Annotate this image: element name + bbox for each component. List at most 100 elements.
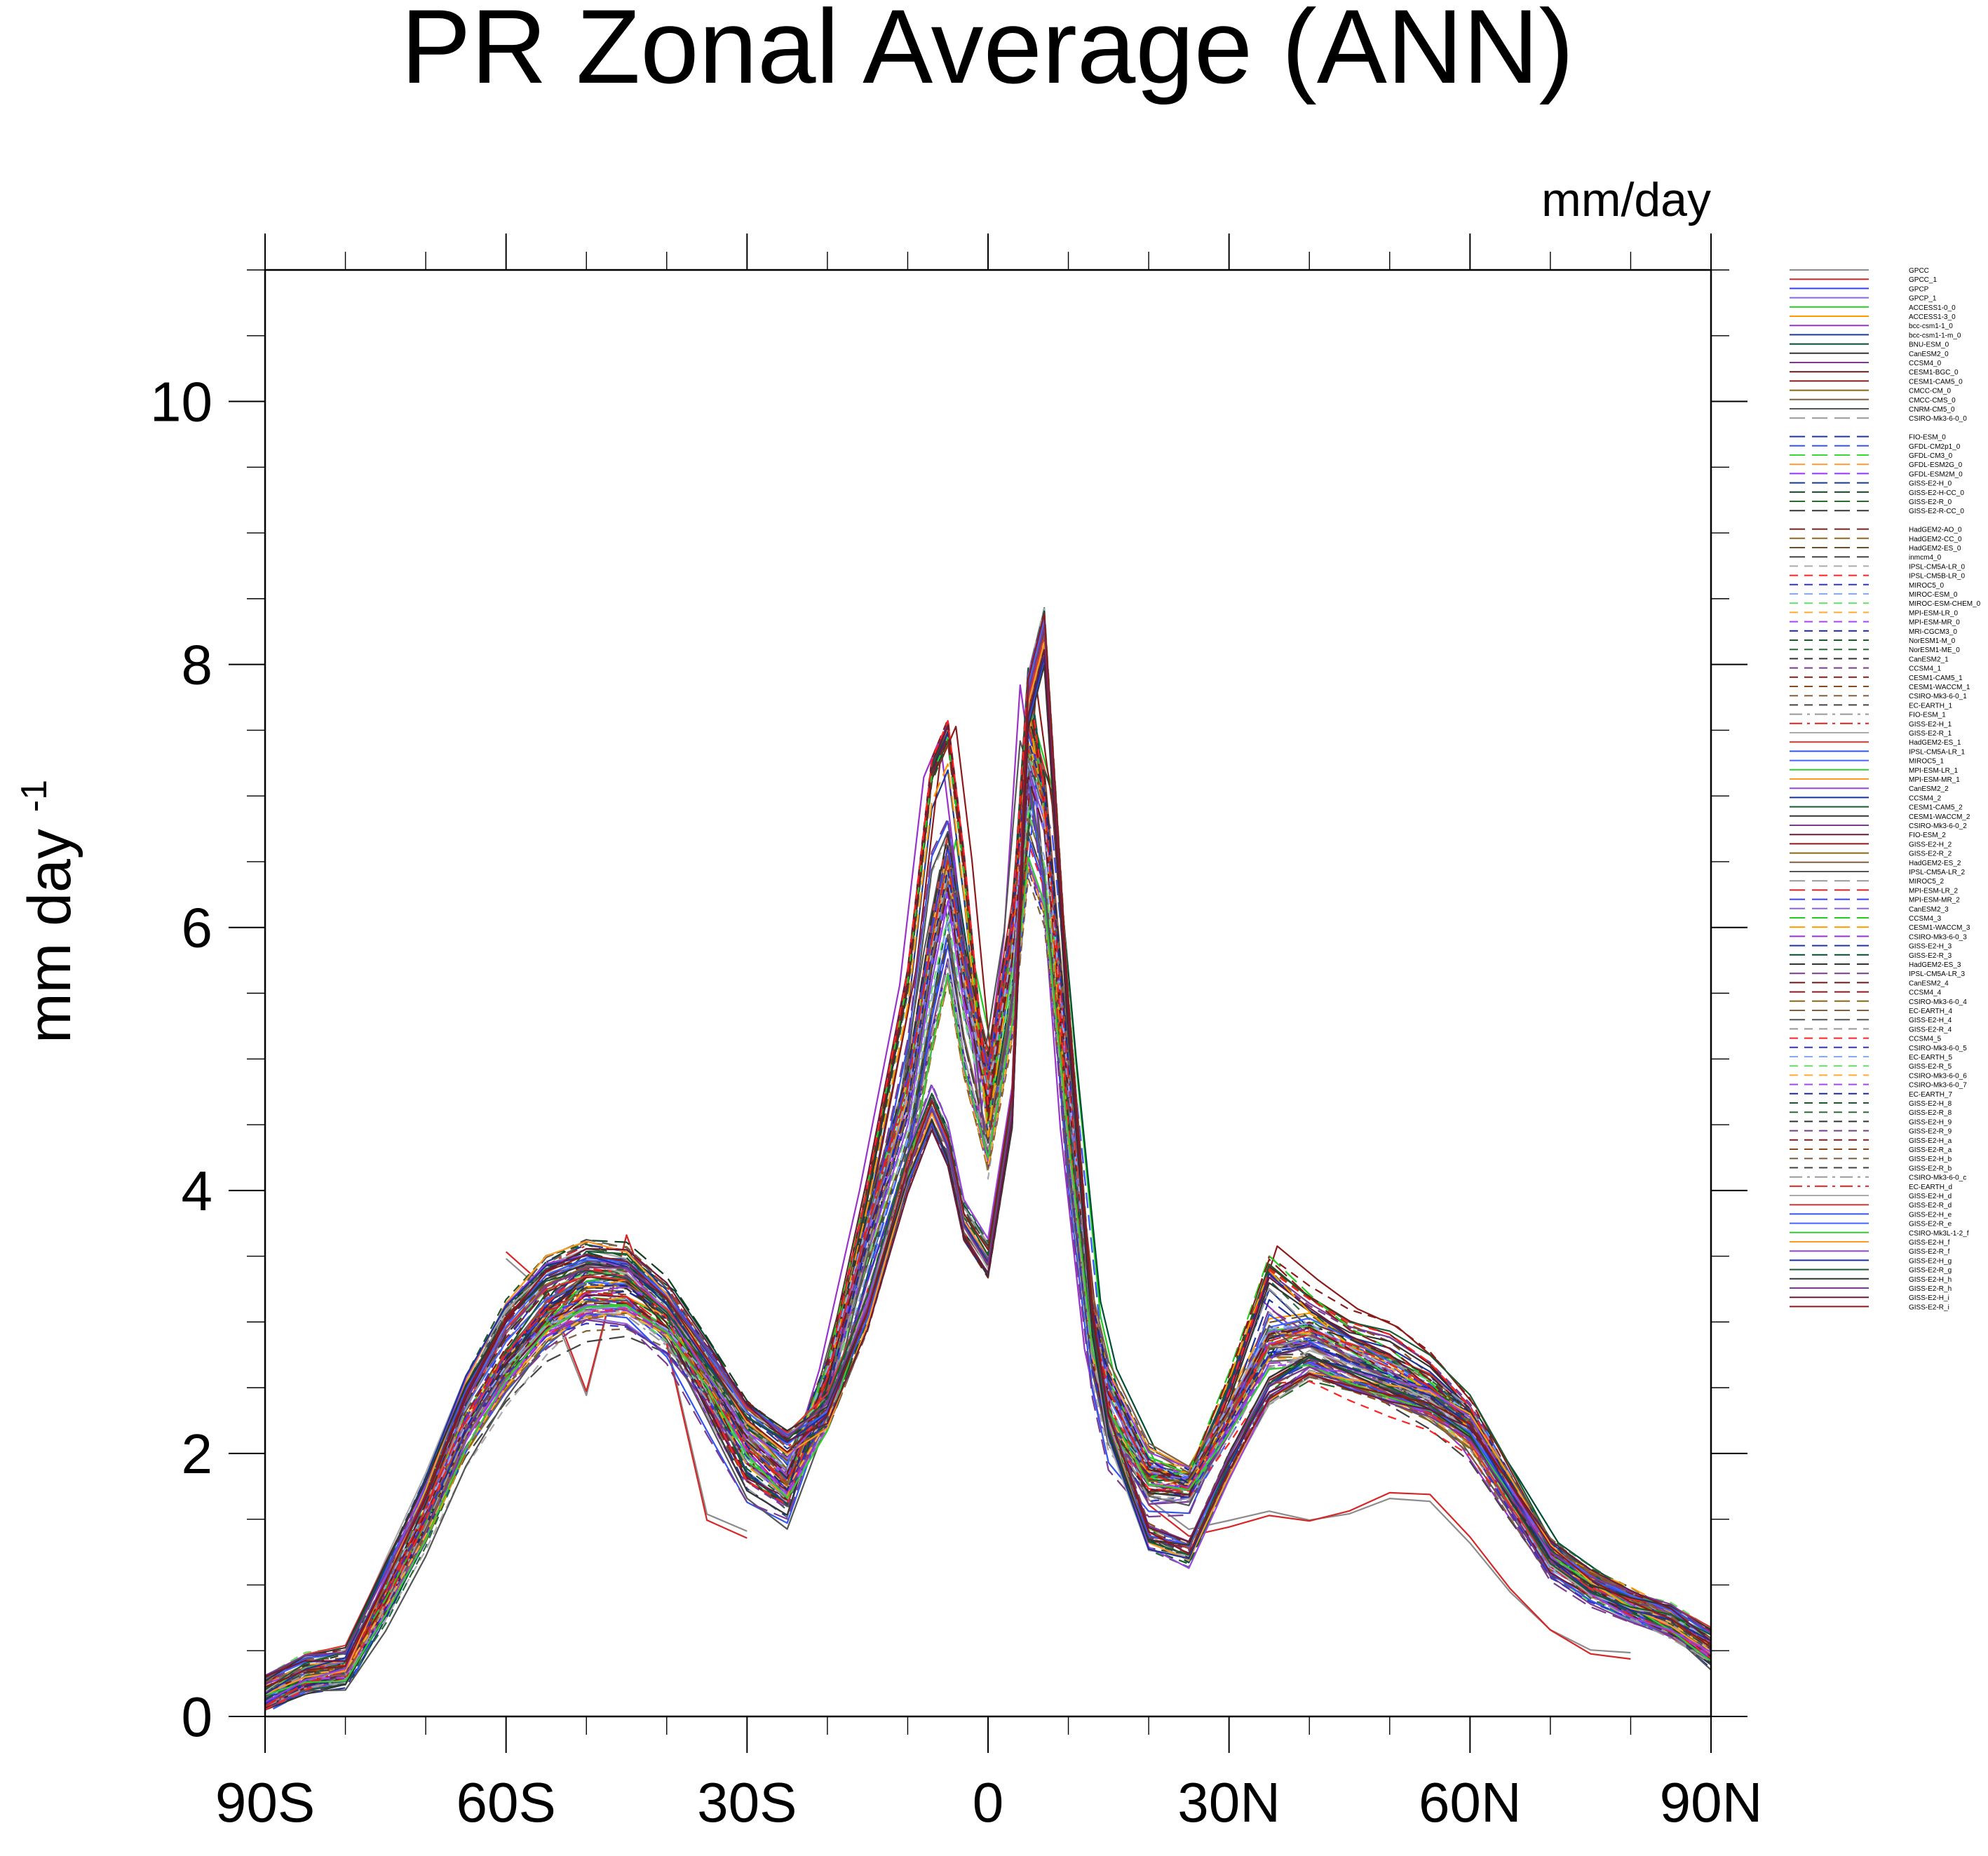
legend-label: GISS-E2-H_0 bbox=[1909, 480, 1952, 488]
legend-label: CCSM4_0 bbox=[1909, 360, 1942, 367]
chart-title: PR Zonal Average (ANN) bbox=[401, 0, 1574, 105]
legend-label: GISS-E2-H_a bbox=[1909, 1137, 1952, 1145]
legend-label: IPSL-CM5A-LR_3 bbox=[1909, 970, 1965, 978]
series-line-MPI-ESM-MR_0 bbox=[265, 740, 1711, 1696]
series-line-GISS-E2-R_f bbox=[265, 613, 1711, 1703]
legend-label: CESM1-WACCM_3 bbox=[1909, 924, 1970, 932]
legend-label: GFDL-CM2p1_0 bbox=[1909, 443, 1961, 451]
legend-label: GISS-E2-R_h bbox=[1909, 1285, 1952, 1293]
legend-label: CESM1-BGC_0 bbox=[1909, 369, 1959, 377]
series-line-CESM1-WACCM_1 bbox=[265, 703, 1711, 1708]
legend-label: IPSL-CM5A-LR_1 bbox=[1909, 748, 1965, 756]
legend-label: bcc-csm1-1_0 bbox=[1909, 323, 1953, 330]
series-line-GISS-E2-R_b bbox=[265, 612, 1711, 1693]
legend-label: MPI-ESM-LR_0 bbox=[1909, 609, 1958, 617]
series-line-FIO-ESM_2 bbox=[265, 686, 1711, 1705]
x-tick-label: 60S bbox=[456, 1771, 555, 1834]
legend-label: inmcm4_0 bbox=[1909, 554, 1942, 562]
series-line-CanESM2_2 bbox=[265, 770, 1711, 1685]
series-line-CESM1-CAM5_2 bbox=[265, 667, 1711, 1706]
legend-label: GISS-E2-R_b bbox=[1909, 1165, 1952, 1172]
legend-label: GISS-E2-H_h bbox=[1909, 1276, 1952, 1284]
legend-label: GPCP bbox=[1909, 285, 1929, 293]
legend-label: GISS-E2-H_g bbox=[1909, 1257, 1952, 1265]
y-axis-label-exponent: -1 bbox=[14, 780, 55, 812]
legend-label: CESM1-CAM5_2 bbox=[1909, 804, 1963, 812]
series-line-EC-EARTH_7 bbox=[265, 739, 1711, 1701]
legend-label: CESM1-CAM5_0 bbox=[1909, 378, 1963, 386]
legend-label: CSIRO-Mk3-6-0_2 bbox=[1909, 822, 1967, 830]
x-tick-label: 30N bbox=[1177, 1771, 1280, 1834]
series-line-MRI-CGCM3_0 bbox=[265, 722, 1711, 1688]
legend-label: GISS-E2-R_g bbox=[1909, 1267, 1952, 1275]
legend-label: CSIRO-Mk3-6-0_0 bbox=[1909, 415, 1967, 423]
legend-label: GISS-E2-R_i bbox=[1909, 1303, 1949, 1311]
legend-label: GISS-E2-R_1 bbox=[1909, 730, 1952, 738]
series-line-CSIRO-Mk3-6-0_2 bbox=[265, 863, 1711, 1709]
legend-label: FIO-ESM_1 bbox=[1909, 712, 1946, 719]
legend-label: MPI-ESM-MR_2 bbox=[1909, 897, 1960, 905]
series-line-EC-EARTH_5 bbox=[265, 761, 1711, 1695]
legend-label: GISS-E2-R_9 bbox=[1909, 1128, 1952, 1136]
legend-label: CSIRO-Mk3-6-0_3 bbox=[1909, 933, 1967, 941]
series-line-CSIRO-Mk3-6-0_5 bbox=[265, 868, 1711, 1705]
legend-label: MRI-CGCM3_0 bbox=[1909, 628, 1957, 636]
legend-label: HadGEM2-ES_3 bbox=[1909, 961, 1961, 969]
legend-label: GISS-E2-H_8 bbox=[1909, 1100, 1952, 1108]
legend-label: IPSL-CM5B-LR_0 bbox=[1909, 573, 1965, 581]
legend-label: MIROC-ESM_0 bbox=[1909, 591, 1958, 599]
series-line-CESM1-CAM5_1 bbox=[265, 673, 1711, 1711]
legend-label: EC-EARTH_1 bbox=[1909, 702, 1952, 710]
series-line-CCSM4_1 bbox=[265, 668, 1711, 1709]
legend-label: GISS-E2-H_4 bbox=[1909, 1017, 1952, 1024]
x-tick-label: 30S bbox=[697, 1771, 797, 1834]
series-line-GISS-E2-R_g bbox=[265, 628, 1711, 1691]
series-line-GISS-E2-R_h bbox=[265, 625, 1711, 1677]
series-line-CESM1-WACCM_2 bbox=[265, 689, 1711, 1711]
y-tick-label: 8 bbox=[182, 634, 213, 696]
legend-label: GFDL-CM3_0 bbox=[1909, 452, 1953, 460]
x-tick-label: 0 bbox=[973, 1771, 1004, 1834]
series-line-GISS-E2-H_2 bbox=[265, 661, 1711, 1684]
series-line-ACCESS1-3_0 bbox=[265, 757, 1711, 1694]
legend-label: EC-EARTH_5 bbox=[1909, 1054, 1952, 1062]
legend-label: ACCESS1-3_0 bbox=[1909, 313, 1956, 321]
legend-label: CanESM2_0 bbox=[1909, 351, 1949, 358]
series-line-NorESM1-M_0 bbox=[265, 681, 1711, 1689]
legend-label: GFDL-ESM2M_0 bbox=[1909, 470, 1963, 478]
legend-label: IPSL-CM5A-LR_0 bbox=[1909, 563, 1965, 571]
series-line-CCSM4_3 bbox=[265, 689, 1711, 1693]
legend-label: CanESM2_3 bbox=[1909, 906, 1949, 914]
legend-label: bcc-csm1-1-m_0 bbox=[1909, 332, 1961, 339]
legend-label: CanESM2_4 bbox=[1909, 980, 1949, 987]
legend-label: HadGEM2-ES_2 bbox=[1909, 860, 1961, 867]
legend-label: GISS-E2-R_8 bbox=[1909, 1109, 1952, 1117]
series-line-HadGEM2-ES_1 bbox=[265, 710, 1711, 1710]
series-line-EC-EARTH_4 bbox=[265, 745, 1711, 1690]
legend-label: GISS-E2-R_2 bbox=[1909, 851, 1952, 858]
legend-label: HadGEM2-AO_0 bbox=[1909, 527, 1962, 534]
y-tick-label: 0 bbox=[182, 1686, 213, 1748]
series-line-CSIRO-Mk3-6-0_1 bbox=[265, 877, 1711, 1695]
legend-label: GISS-E2-R_5 bbox=[1909, 1063, 1952, 1071]
legend-label: ACCESS1-0_0 bbox=[1909, 304, 1956, 312]
legend-label: CanESM2_1 bbox=[1909, 656, 1949, 663]
svg-text:mm day -1: mm day -1 bbox=[14, 780, 83, 1043]
series-layer bbox=[265, 607, 1711, 1711]
legend-label: CCSM4_4 bbox=[1909, 989, 1942, 997]
y-tick-label: 6 bbox=[182, 897, 213, 959]
y-axis-label-base: mm day bbox=[16, 829, 83, 1043]
legend-label: CSIRO-Mk3-6-0_7 bbox=[1909, 1082, 1967, 1090]
legend-label: GISS-E2-H_2 bbox=[1909, 841, 1952, 848]
series-line-CCSM4_4 bbox=[265, 686, 1711, 1694]
series-line-CCSM4_0 bbox=[265, 670, 1711, 1709]
legend-label: CCSM4_2 bbox=[1909, 794, 1942, 802]
x-tick-label: 60N bbox=[1419, 1771, 1522, 1834]
legend-label: GISS-E2-R_d bbox=[1909, 1202, 1952, 1210]
legend-label: GISS-E2-H_i bbox=[1909, 1294, 1949, 1302]
legend-label: BNU-ESM_0 bbox=[1909, 341, 1949, 349]
legend-label: EC-EARTH_d bbox=[1909, 1184, 1952, 1191]
legend-label: CSIRO-Mk3-6-0_4 bbox=[1909, 998, 1967, 1006]
series-line-HadGEM2-ES_2 bbox=[265, 720, 1711, 1688]
